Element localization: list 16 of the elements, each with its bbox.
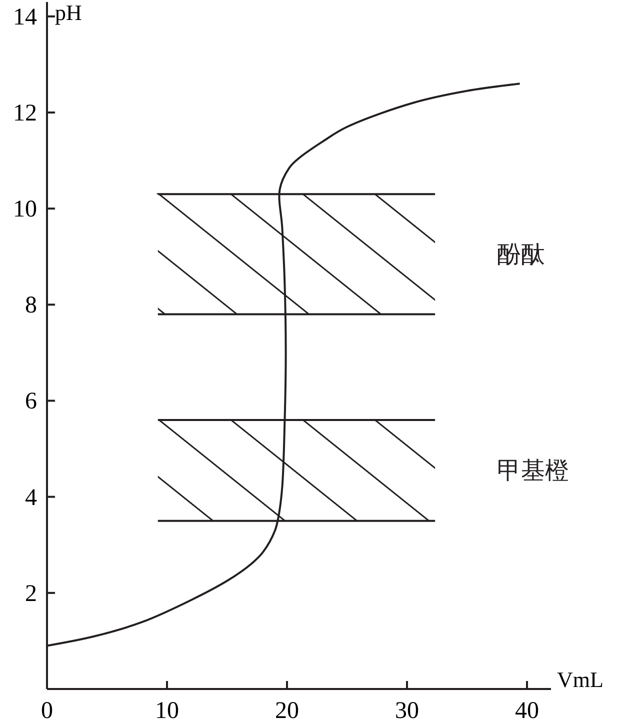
x-axis-title: VmL [557,667,604,692]
y-tick-label: 4 [25,484,37,511]
x-tick-label: 0 [41,698,53,724]
y-axis-title: pH [55,0,82,25]
y-tick-label: 12 [13,100,37,126]
x-tick-label: 30 [395,698,419,724]
band-label: 甲基橙 [497,458,570,484]
y-tick-label: 6 [25,388,37,415]
y-tick-label: 2 [25,580,37,607]
y-tick-label: 14 [13,4,37,30]
x-tick-label: 20 [275,698,299,724]
x-tick-label: 40 [515,698,539,724]
y-tick-label: 8 [25,292,37,319]
x-tick-label: 10 [155,698,179,724]
y-tick-label: 10 [13,196,37,223]
band-label: 酚酞 [497,242,546,268]
